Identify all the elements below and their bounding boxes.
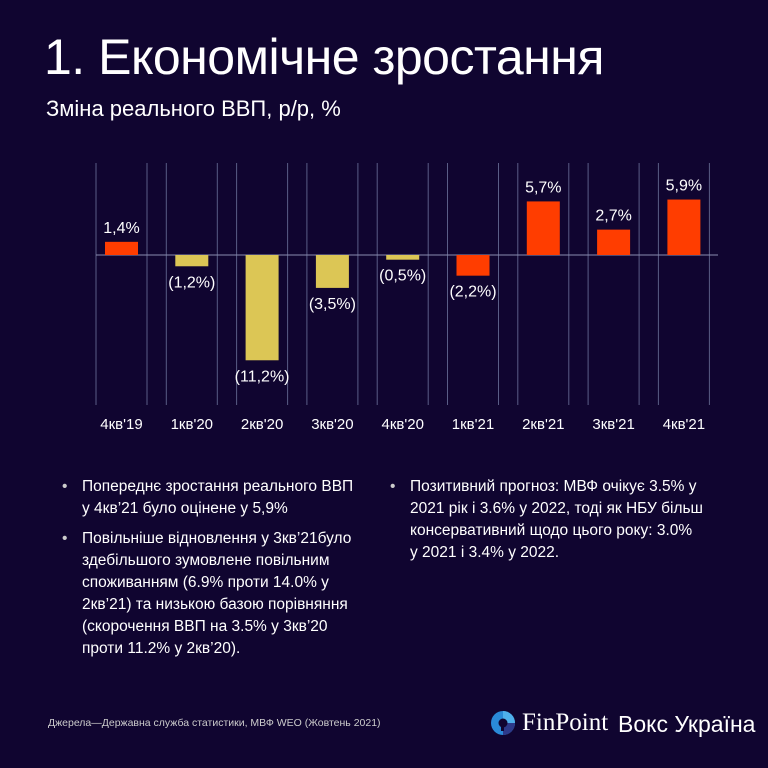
source-note: Джерела—Державна служба статистики, МВФ … bbox=[48, 717, 381, 729]
x-tick-label: 1кв'20 bbox=[171, 416, 213, 433]
x-tick-label: 2кв'20 bbox=[241, 416, 283, 433]
x-tick-label: 4кв'21 bbox=[663, 416, 705, 433]
bar bbox=[456, 255, 490, 276]
data-label: (2,2%) bbox=[449, 284, 496, 301]
x-tick-label: 3кв'20 bbox=[311, 416, 353, 433]
bar bbox=[105, 241, 138, 255]
data-label: (11,2%) bbox=[235, 368, 290, 385]
bullets-left: Попереднє зростання реального ВВП у 4кв’… bbox=[56, 476, 356, 668]
bullet-item: Позитивний прогноз: МВФ очікує 3.5% у 20… bbox=[384, 476, 704, 564]
bar bbox=[386, 255, 420, 260]
bar bbox=[526, 201, 560, 255]
x-tick-label: 1кв'21 bbox=[452, 416, 494, 433]
x-tick-label: 2кв'21 bbox=[522, 416, 564, 433]
data-label: (0,5%) bbox=[379, 268, 426, 285]
bar bbox=[175, 255, 209, 267]
bullets-right: Позитивний прогноз: МВФ очікує 3.5% у 20… bbox=[384, 476, 704, 572]
bar bbox=[667, 199, 701, 255]
data-label: 5,9% bbox=[666, 178, 702, 195]
x-tick-label: 3кв'21 bbox=[592, 416, 634, 433]
bullet-item: Попереднє зростання реального ВВП у 4кв’… bbox=[56, 476, 356, 520]
data-label: (3,5%) bbox=[309, 296, 356, 313]
vox-ukraine-logo: Вокс Україна bbox=[618, 711, 756, 737]
bar bbox=[597, 229, 631, 255]
bullet-item: Повільніше відновлення у 3кв’21було здеб… bbox=[56, 528, 356, 660]
x-tick-label: 4кв'19 bbox=[100, 416, 142, 433]
chart-subtitle: Зміна реального ВВП, р/р, % bbox=[46, 96, 341, 121]
page-title: 1. Економічне зростання bbox=[44, 29, 604, 85]
data-label: (1,2%) bbox=[168, 274, 215, 291]
x-tick-label: 4кв'20 bbox=[381, 416, 423, 433]
bar bbox=[315, 255, 349, 288]
data-label: 5,7% bbox=[525, 179, 561, 196]
finpoint-logo-icon bbox=[491, 711, 515, 735]
gdp-bar-chart: 1,4% 4кв'19 (1,2%) 1кв'20 (11,2%) 2кв'20 (3,5%… bbox=[95, 163, 718, 433]
finpoint-logo: FinPoint bbox=[490, 709, 608, 737]
finpoint-logo-text: FinPoint bbox=[522, 709, 609, 736]
data-label: 2,7% bbox=[595, 208, 631, 225]
data-label: 1,4% bbox=[103, 220, 139, 237]
bar bbox=[245, 255, 279, 361]
